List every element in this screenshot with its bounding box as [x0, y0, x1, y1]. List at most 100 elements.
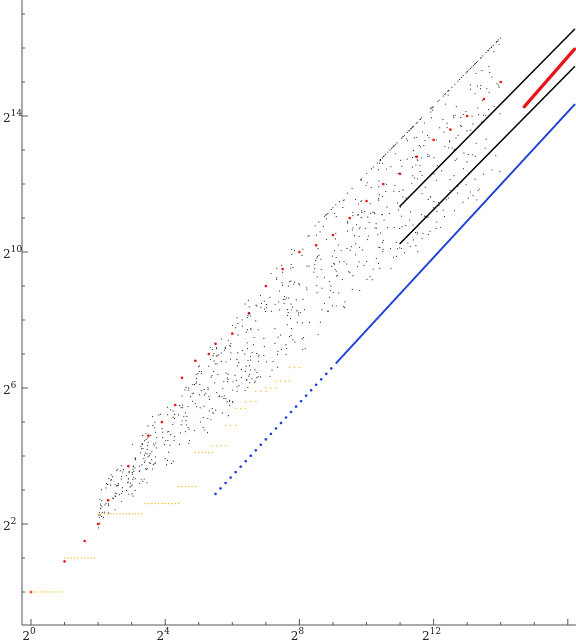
cloud-point — [286, 309, 288, 311]
cloud-point — [112, 476, 114, 478]
step-point — [245, 400, 247, 403]
cloud-point — [290, 309, 292, 311]
cloud-point — [378, 199, 380, 201]
x-tick-label: 24 — [157, 627, 171, 643]
cloud-point — [202, 416, 204, 418]
cloud-point — [459, 125, 461, 127]
cloud-point — [97, 527, 99, 529]
cloud-point — [407, 242, 409, 244]
step-point — [53, 591, 56, 593]
cloud-point — [222, 388, 224, 390]
cloud-point — [335, 256, 337, 259]
cloud-point — [240, 368, 242, 371]
cloud-point — [105, 502, 107, 505]
step-point — [87, 557, 89, 559]
cloud-point — [209, 346, 211, 348]
cloud-point — [411, 126, 413, 128]
cloud-point — [199, 421, 201, 423]
cloud-point — [416, 159, 418, 161]
blue-point — [314, 383, 318, 387]
cloud-point — [297, 314, 300, 316]
cloud-point — [469, 67, 471, 70]
cloud-point — [269, 296, 271, 298]
cloud-point — [213, 360, 215, 362]
cloud-point — [358, 246, 360, 248]
cloud-point — [120, 478, 122, 480]
cloud-point — [110, 479, 112, 481]
cloud-point — [462, 114, 464, 116]
step-point — [116, 513, 118, 515]
cloud-point — [377, 169, 379, 171]
cloud-point — [372, 166, 374, 168]
step-point — [154, 502, 156, 505]
cloud-point — [186, 424, 188, 426]
red-point — [465, 114, 469, 118]
cloud-point — [386, 226, 388, 228]
cloud-point — [417, 187, 420, 189]
cloud-point — [295, 299, 297, 301]
red-point — [160, 420, 164, 424]
cloud-point — [358, 203, 360, 205]
cloud-point — [170, 462, 172, 464]
cloud-point — [291, 248, 293, 251]
cloud-point — [276, 353, 279, 355]
blue-point — [229, 476, 232, 479]
cloud-point — [287, 285, 289, 287]
cloud-point — [246, 329, 248, 331]
step-point — [187, 485, 190, 488]
cloud-point — [316, 255, 319, 257]
cloud-point — [409, 219, 411, 221]
cloud-point — [411, 166, 413, 168]
cloud-point — [216, 354, 218, 356]
cloud-point — [256, 352, 258, 355]
cloud-point — [386, 206, 388, 208]
blue-point — [214, 492, 217, 496]
cloud-point — [236, 365, 238, 367]
cloud-point — [472, 64, 474, 67]
step-point — [30, 591, 32, 593]
cloud-point — [155, 431, 157, 433]
cloud-point — [493, 105, 495, 107]
blue-point — [224, 481, 227, 485]
cloud-point — [174, 413, 176, 416]
cloud-point — [294, 281, 296, 283]
cloud-point — [162, 431, 164, 433]
step-point — [177, 502, 180, 505]
cloud-point — [378, 246, 380, 248]
cloud-point — [427, 216, 429, 218]
cloud-point — [290, 280, 292, 282]
cloud-point — [249, 369, 251, 371]
step-point — [50, 591, 52, 593]
cloud-point — [278, 301, 280, 303]
step-point — [147, 502, 150, 505]
cloud-point — [330, 208, 332, 211]
cloud-point — [416, 136, 418, 138]
cloud-point — [198, 365, 200, 367]
cloud-point — [472, 154, 474, 156]
cloud-point — [108, 512, 110, 514]
cloud-point — [375, 227, 377, 229]
cloud-point — [158, 414, 160, 416]
cloud-point — [436, 221, 438, 223]
cloud-point — [257, 329, 259, 331]
cloud-point — [392, 256, 395, 258]
cloud-point — [213, 353, 215, 355]
cloud-point — [446, 127, 448, 129]
cloud-point — [466, 161, 468, 163]
cloud-point — [223, 381, 225, 383]
cloud-point — [393, 145, 395, 147]
cloud-point — [257, 356, 259, 358]
cloud-point — [286, 297, 288, 299]
cloud-point — [349, 272, 351, 274]
step-point — [174, 502, 176, 505]
cloud-point — [335, 204, 337, 206]
cloud-point — [140, 479, 142, 481]
cloud-point — [343, 260, 345, 262]
step-point — [164, 502, 166, 505]
cloud-point — [276, 278, 278, 281]
cloud-point — [244, 353, 246, 355]
cloud-point — [110, 474, 112, 476]
cloud-point — [247, 348, 249, 350]
step-point — [250, 400, 252, 403]
cloud-point — [117, 483, 120, 485]
